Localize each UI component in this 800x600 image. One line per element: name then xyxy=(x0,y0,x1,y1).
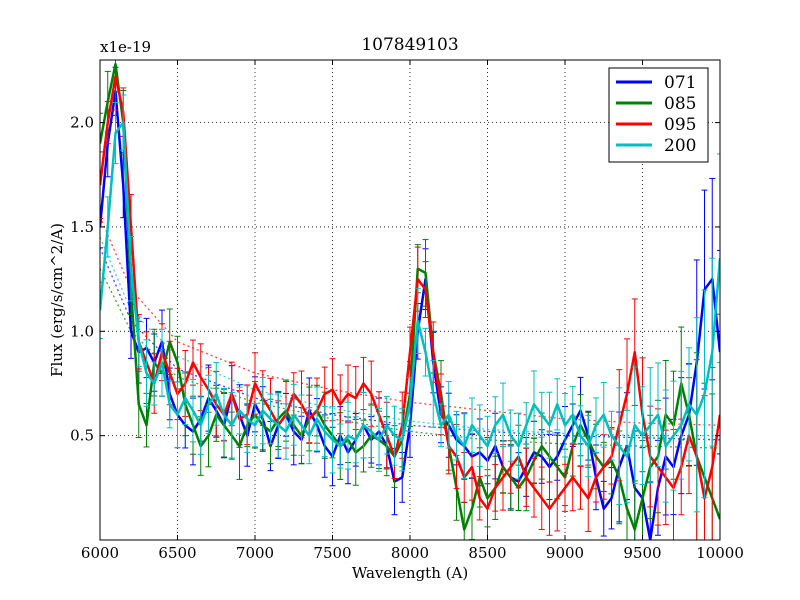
legend-label-071: 071 xyxy=(664,73,696,93)
clipped-series xyxy=(100,60,720,540)
series-line-200 xyxy=(100,121,720,458)
plot-content xyxy=(100,60,720,540)
x-tick-label: 8000 xyxy=(391,544,429,562)
x-tick-label: 6500 xyxy=(158,544,196,562)
x-tick-label: 6000 xyxy=(81,544,119,562)
series-line-095 xyxy=(100,75,720,510)
series-200 xyxy=(100,94,720,513)
y-axis-label: Flux (erg/s/cm^2/A) xyxy=(48,223,66,377)
chart-title: 107849103 xyxy=(361,35,458,55)
x-tick-label: 9500 xyxy=(623,544,661,562)
y-tick-label: 0.5 xyxy=(70,427,94,445)
legend-label-095: 095 xyxy=(664,115,696,135)
x-tick-label: 7000 xyxy=(236,544,274,562)
axis-ticks: 6000 6500 7000 7500 8000 8500 9000 9500 10000 0.5… xyxy=(70,60,744,562)
x-tick-label: 7500 xyxy=(313,544,351,562)
x-tick-label: 8500 xyxy=(468,544,506,562)
x-tick-label: 9000 xyxy=(546,544,584,562)
legend-label-200: 200 xyxy=(664,136,696,156)
y-tick-label: 1.5 xyxy=(70,218,94,236)
y-tick-label: 1.0 xyxy=(70,322,94,340)
x-tick-label: 10000 xyxy=(696,544,744,562)
y-tick-label: 2.0 xyxy=(70,114,94,132)
y-offset-label: x1e-19 xyxy=(100,38,151,56)
legend-label-085: 085 xyxy=(664,94,696,114)
x-axis-label: Wavelength (A) xyxy=(352,564,468,582)
